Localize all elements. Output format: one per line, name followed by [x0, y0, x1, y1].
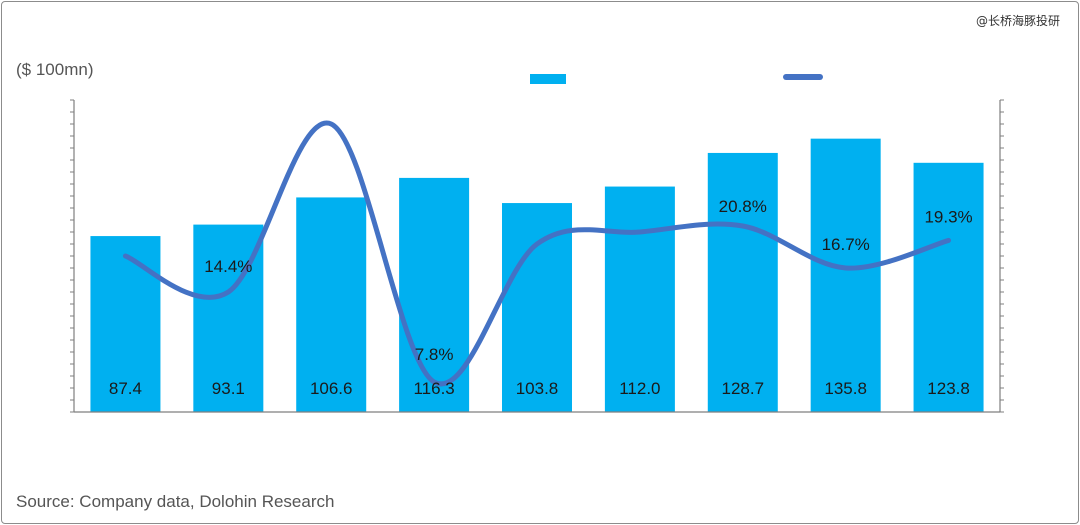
bar-value-label-4: 116.3 [413, 379, 454, 398]
line-point-label-8: 16.7% [822, 235, 870, 254]
bar-value-label-6: 112.0 [619, 379, 660, 398]
y-axis-unit-label: ($ 100mn) [16, 60, 94, 79]
bar-value-label-1: 87.4 [109, 379, 142, 398]
bar-value-label-7: 128.7 [722, 379, 765, 398]
bar-6 [604, 186, 675, 412]
bar-value-label-8: 135.8 [824, 379, 867, 398]
bar-value-label-2: 93.1 [212, 379, 245, 398]
source-note: Source: Company data, Dolohin Research [16, 492, 335, 511]
line-point-label-4: 7.8% [415, 345, 454, 364]
bar-value-label-9: 123.8 [927, 379, 970, 398]
bar-value-label-3: 106.6 [310, 379, 353, 398]
bar-value-label-5: 103.8 [516, 379, 559, 398]
bar-3 [296, 197, 367, 412]
line-point-label-2: 14.4% [204, 257, 252, 276]
bar-1 [90, 236, 161, 412]
line-point-label-7: 20.8% [719, 197, 767, 216]
legend-bar-swatch [530, 74, 566, 84]
bar-8 [810, 138, 881, 412]
watermark: @长桥海豚投研 [975, 14, 1060, 28]
bar-9 [913, 162, 984, 412]
bar-7 [707, 152, 778, 412]
legend-line-swatch [783, 74, 823, 80]
growth-line [122, 120, 952, 387]
line-point-label-9: 19.3% [924, 207, 972, 226]
bar-5 [502, 203, 572, 412]
